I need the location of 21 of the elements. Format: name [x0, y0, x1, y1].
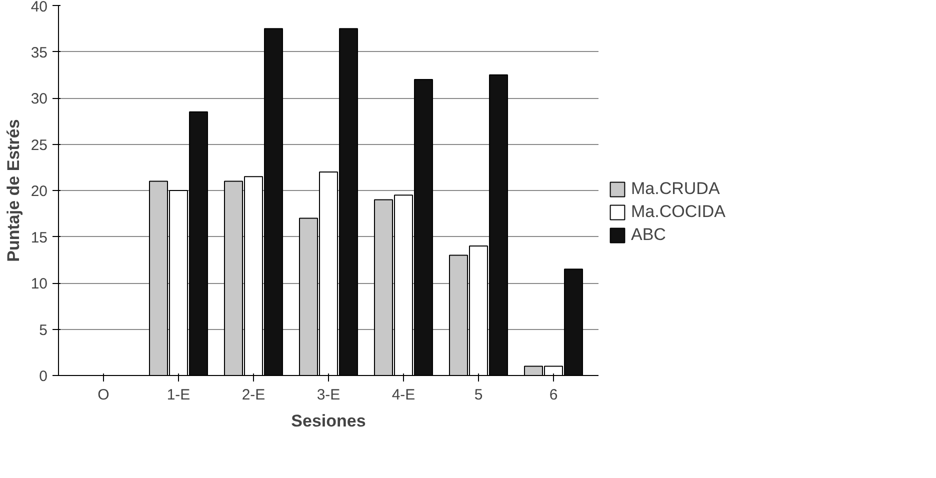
legend-label: Ma.COCIDA	[631, 202, 726, 222]
x-tick-label: 5	[474, 386, 483, 404]
y-tick-label: 15	[30, 229, 48, 246]
x-tick-label: 2-E	[242, 386, 266, 404]
y-axis-title: Puntaje de Estrés	[4, 119, 23, 262]
y-tick-label: 0	[39, 368, 48, 385]
x-tick-label: 6	[549, 386, 558, 404]
y-tick-label: 5	[39, 322, 48, 339]
y-tick-label: 35	[30, 44, 48, 62]
x-tick-label: O	[98, 386, 110, 404]
x-tick-label: 1-E	[166, 386, 190, 404]
y-tick-label: 30	[30, 90, 48, 108]
y-tick-label: 10	[30, 276, 48, 292]
legend-label: ABC	[631, 225, 666, 245]
x-tick-label: 3-E	[316, 386, 340, 404]
y-tick-label: 20	[30, 183, 48, 200]
legend-label: Ma.CRUDA	[631, 179, 720, 199]
x-axis-title: Sesiones	[291, 412, 366, 430]
x-tick-label: 4-E	[392, 386, 416, 404]
y-tick-label: 40	[30, 0, 48, 16]
y-tick-label: 25	[30, 136, 48, 154]
